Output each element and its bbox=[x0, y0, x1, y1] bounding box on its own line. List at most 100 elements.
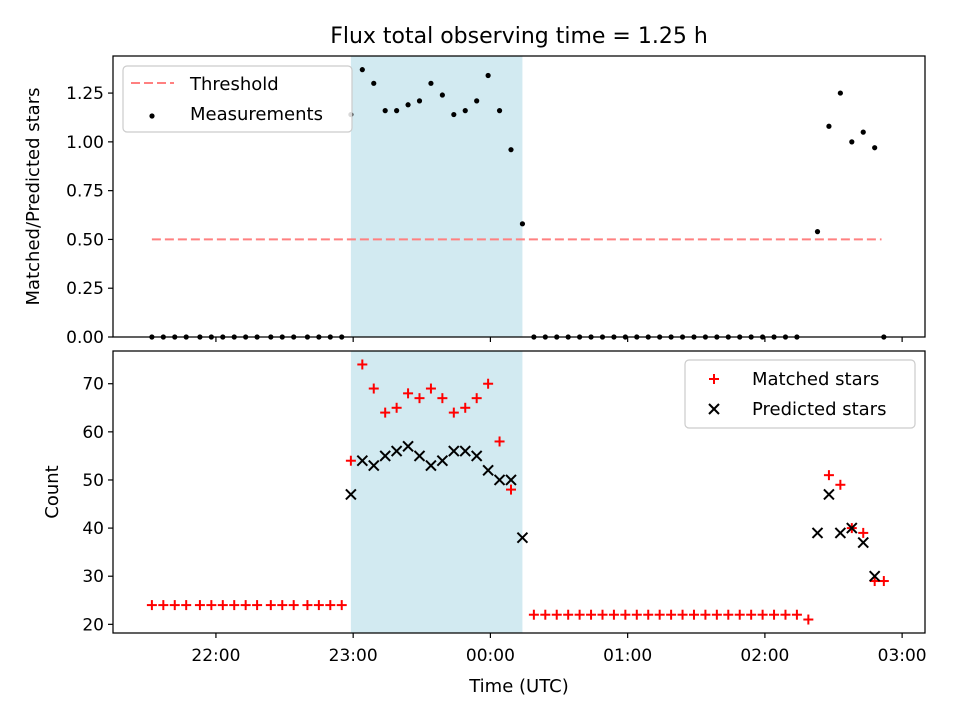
matched-star-point bbox=[835, 479, 846, 490]
matched-star-point bbox=[823, 470, 834, 481]
predicted-star-point bbox=[482, 464, 494, 477]
matched-star-point bbox=[288, 600, 299, 611]
bottom-panel: 20 30 40 50 60 70 22:00 23:00 00:00 01:00 02:00 03… bbox=[42, 350, 927, 697]
legend-measurements-label: Measurements bbox=[190, 104, 323, 125]
matched-star-point bbox=[146, 600, 157, 611]
predicted-star-point bbox=[413, 450, 426, 462]
predicted-legend-marker bbox=[708, 403, 720, 415]
top-y-axis: 0.00 0.25 0.50 0.75 1.00 1.25 bbox=[66, 84, 113, 348]
x-tick-label: 23:00 bbox=[329, 646, 378, 666]
predicted-star-point bbox=[345, 488, 357, 501]
y-tick-label: 1.25 bbox=[66, 84, 104, 104]
legend-threshold-label: Threshold bbox=[189, 74, 279, 95]
matched-star-point bbox=[336, 600, 347, 611]
matched-star-point bbox=[437, 393, 448, 404]
predicted-star-point bbox=[823, 488, 835, 501]
matched-star-point bbox=[631, 609, 642, 620]
y-tick-label: 0.75 bbox=[66, 182, 104, 202]
y-tick-label: 0.50 bbox=[66, 230, 104, 250]
matched-star-point bbox=[229, 600, 240, 611]
matched-star-point bbox=[277, 600, 288, 611]
matched-star-point bbox=[391, 402, 402, 413]
matched-star-point bbox=[677, 609, 688, 620]
measurement-point bbox=[451, 111, 457, 118]
matched-star-point bbox=[368, 383, 379, 394]
measurement-point bbox=[814, 229, 821, 235]
x-tick-label: 02:00 bbox=[740, 646, 789, 666]
matched-star-point bbox=[169, 600, 180, 611]
predicted-star-point bbox=[470, 450, 483, 462]
y-tick-label: 40 bbox=[82, 519, 104, 539]
matched-star-point bbox=[654, 609, 665, 620]
measurement-point bbox=[359, 67, 365, 73]
measurement-point bbox=[872, 145, 878, 151]
measurement-point bbox=[371, 80, 377, 86]
matched-star-point bbox=[460, 402, 471, 413]
measurement-point bbox=[439, 92, 445, 98]
top-x-axis bbox=[215, 337, 903, 342]
predicted-star-point bbox=[857, 536, 869, 549]
matched-star-point bbox=[206, 600, 217, 611]
predicted-star-point bbox=[459, 445, 471, 457]
bottom-legend-box bbox=[684, 359, 916, 429]
y-tick-label: 20 bbox=[82, 615, 104, 635]
y-tick-label: 1.00 bbox=[66, 133, 104, 153]
matched-star-point bbox=[345, 455, 356, 466]
matched-star-point bbox=[791, 609, 802, 620]
matched-star-point bbox=[620, 609, 631, 620]
measurement-point bbox=[382, 108, 388, 114]
matched-star-point bbox=[181, 600, 192, 611]
matched-star-point bbox=[878, 576, 889, 587]
y-tick-label: 50 bbox=[82, 471, 104, 491]
matched-star-point bbox=[711, 609, 722, 620]
bottom-observing-shade bbox=[350, 351, 523, 633]
top-legend-box bbox=[122, 65, 353, 133]
matched-star-point bbox=[769, 609, 780, 620]
predicted-star-point bbox=[811, 527, 824, 539]
y-tick-label: 60 bbox=[82, 423, 104, 443]
matched-star-point bbox=[666, 609, 677, 620]
matched-star-point bbox=[265, 600, 276, 611]
matched-star-point bbox=[700, 609, 711, 620]
measurement-point bbox=[860, 129, 866, 135]
matched-star-point bbox=[448, 407, 459, 418]
bottom-x-axis: 22:00 23:00 00:00 01:00 02:00 03:00 bbox=[191, 633, 927, 666]
matched-star-point bbox=[357, 359, 368, 370]
predicted-star-point bbox=[846, 522, 858, 534]
matched-star-point bbox=[403, 388, 414, 399]
matched-star-point bbox=[494, 436, 505, 447]
matched-star-point bbox=[780, 609, 791, 620]
matched-star-point bbox=[380, 407, 391, 418]
x-tick-label: 00:00 bbox=[466, 646, 515, 666]
top-axes-frame bbox=[112, 55, 926, 338]
matched-star-point bbox=[302, 600, 313, 611]
matched-star-point bbox=[608, 609, 619, 620]
predicted-star-point bbox=[368, 459, 380, 472]
predicted-star-point bbox=[448, 445, 460, 457]
matched-star-point bbox=[688, 609, 699, 620]
predicted-legend-swatch bbox=[708, 403, 720, 415]
x-tick-label: 03:00 bbox=[878, 646, 927, 666]
matched-star-point bbox=[869, 576, 880, 587]
measurement-point bbox=[826, 123, 832, 129]
matched-star-point bbox=[483, 378, 494, 389]
top-y-axis-label: Matched/Predicted stars bbox=[23, 88, 44, 306]
measurement-point bbox=[462, 108, 468, 114]
matched-star-point bbox=[723, 609, 734, 620]
matched-star-point bbox=[414, 393, 425, 404]
predicted-star-point bbox=[390, 445, 403, 457]
matched-star-point bbox=[746, 609, 757, 620]
x-tick-label: 01:00 bbox=[603, 646, 652, 666]
bottom-y-axis-label: Count bbox=[42, 465, 63, 518]
matched-star-point bbox=[540, 609, 551, 620]
x-tick-label: 22:00 bbox=[191, 646, 240, 666]
y-tick-label: 0.25 bbox=[66, 279, 104, 299]
measurement-point bbox=[849, 139, 855, 145]
predicted-star-point bbox=[425, 459, 437, 472]
chart-title: Flux total observing time = 1.25 h bbox=[330, 24, 708, 49]
predicted-star-point bbox=[868, 570, 881, 582]
measurement-point bbox=[508, 147, 514, 153]
y-tick-label: 0.00 bbox=[66, 328, 104, 348]
matched-star-point bbox=[757, 609, 768, 620]
predicted-star-point bbox=[834, 527, 847, 539]
